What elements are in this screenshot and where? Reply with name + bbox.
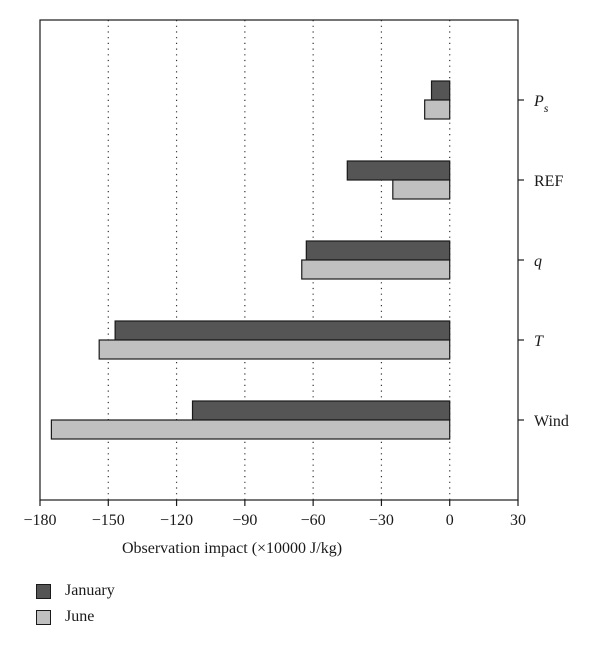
legend-label-january: January (65, 582, 115, 599)
bar-june (392, 179, 451, 200)
bars (50, 80, 451, 440)
x-axis: −180 −150 −120 −90 −60 −30 0 30 (23, 500, 526, 529)
y-tick-label: Wind (534, 413, 569, 430)
x-axis-title: Observation impact (×10000 J/kg) (122, 540, 342, 557)
legend-label-june: June (65, 608, 95, 625)
bar-january (305, 240, 451, 261)
x-tick-label: −90 (232, 512, 257, 529)
x-tick-label: 0 (446, 512, 454, 529)
legend-item-june: June (36, 604, 115, 630)
x-tick-label: −120 (160, 512, 193, 529)
bar-june (50, 419, 451, 440)
legend-item-january: January (36, 578, 115, 604)
x-tick-label: −150 (92, 512, 125, 529)
bar-january (191, 400, 451, 421)
x-tick-label: −30 (369, 512, 394, 529)
y-tick-label: q (534, 253, 542, 270)
x-tick-label: 30 (510, 512, 526, 529)
y-tick-label: Ps (533, 93, 549, 115)
legend-swatch-january (36, 583, 51, 599)
bar-january (430, 80, 451, 101)
y-axis: Ps REF q T Wind (518, 93, 569, 430)
bar-january (346, 160, 451, 181)
y-tick-label: REF (534, 173, 563, 190)
x-tick-label: −60 (301, 512, 326, 529)
y-tick-label: T (534, 333, 544, 350)
bar-june (98, 339, 451, 360)
legend-swatch-june (36, 609, 51, 625)
bar-june (424, 99, 451, 120)
bar-january (114, 320, 451, 341)
x-tick-label: −180 (23, 512, 56, 529)
legend: January June (36, 578, 115, 630)
bar-june (301, 259, 451, 280)
